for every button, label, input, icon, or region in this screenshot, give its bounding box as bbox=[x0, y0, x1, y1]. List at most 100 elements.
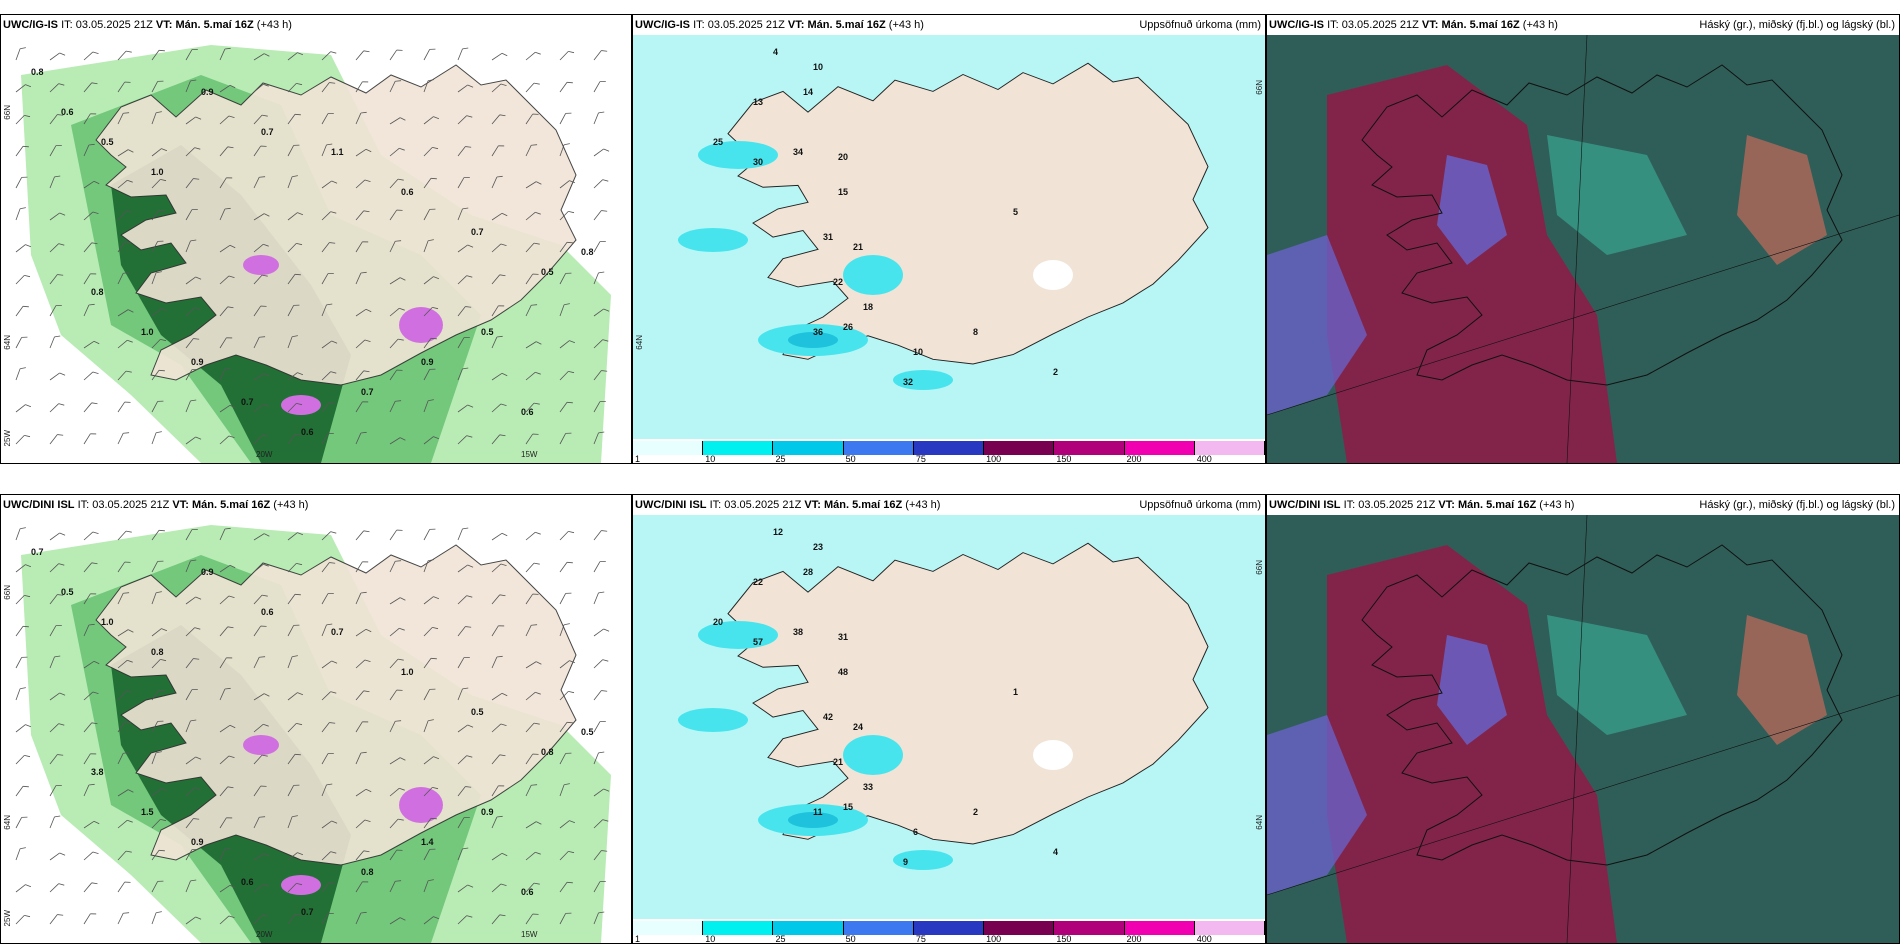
iceland-outline bbox=[1361, 544, 1843, 866]
wind-barb bbox=[525, 242, 540, 253]
wind-value-label: 0.5 bbox=[471, 707, 484, 717]
barb-shaft bbox=[185, 240, 191, 253]
wind-barb bbox=[321, 913, 334, 925]
wind-barb bbox=[117, 912, 130, 925]
wind-barb bbox=[219, 755, 235, 765]
barb-shaft bbox=[117, 401, 126, 413]
barb-flag bbox=[569, 660, 576, 664]
it-value: 03.05.2025 21Z bbox=[724, 499, 802, 511]
barb-shaft bbox=[219, 306, 229, 317]
barb-shaft bbox=[389, 81, 396, 93]
wind-barb bbox=[15, 244, 32, 253]
barb-shaft bbox=[219, 177, 227, 189]
model-label: UWC/IG-IS bbox=[635, 19, 690, 31]
barb-flag bbox=[195, 436, 202, 440]
precip-blob bbox=[698, 621, 778, 649]
barb-flag bbox=[190, 879, 197, 882]
barb-shaft bbox=[423, 400, 429, 413]
lat-label-66n: 66N bbox=[1255, 80, 1264, 95]
barb-flag bbox=[228, 435, 235, 439]
barb-flag bbox=[531, 304, 538, 306]
barb-shaft bbox=[525, 402, 535, 413]
barb-flag bbox=[466, 595, 473, 598]
wind-barb bbox=[185, 658, 200, 669]
barb-flag bbox=[500, 243, 507, 247]
wind-barb bbox=[389, 400, 402, 413]
barb-shaft bbox=[253, 914, 263, 925]
barb-flag bbox=[567, 721, 573, 724]
wind-barb bbox=[49, 594, 64, 605]
wind-barb bbox=[83, 433, 97, 445]
wind-barb bbox=[117, 881, 131, 893]
barb-shaft bbox=[423, 787, 433, 797]
barb-flag bbox=[127, 819, 133, 823]
barb-flag bbox=[91, 402, 98, 405]
precip-value-label: 9 bbox=[903, 857, 908, 867]
barb-flag bbox=[123, 912, 130, 914]
barb-flag bbox=[602, 179, 609, 182]
wind-barb bbox=[525, 433, 539, 445]
barb-flag bbox=[157, 80, 164, 82]
wind-barb bbox=[83, 180, 100, 189]
precip-value-label: 12 bbox=[773, 527, 783, 537]
barb-flag bbox=[432, 306, 439, 310]
barb-flag bbox=[431, 657, 437, 660]
barb-shaft bbox=[355, 721, 363, 733]
wind-barb bbox=[525, 113, 539, 125]
wind-barb bbox=[593, 561, 606, 573]
barb-flag bbox=[261, 594, 268, 597]
wind-barb bbox=[423, 879, 434, 893]
wind-barb bbox=[117, 592, 130, 605]
wind-barb bbox=[151, 369, 165, 381]
barb-flag bbox=[296, 562, 303, 566]
wind-barb bbox=[117, 850, 132, 861]
barb-shaft bbox=[287, 852, 298, 861]
wind-barb bbox=[83, 143, 95, 157]
barb-flag bbox=[396, 849, 403, 851]
wind-barb bbox=[287, 753, 301, 765]
barb-flag bbox=[429, 208, 436, 210]
barb-flag bbox=[159, 689, 165, 692]
precip-value-label: 1 bbox=[1013, 687, 1018, 697]
barb-flag bbox=[159, 849, 165, 852]
wind-barb bbox=[559, 272, 572, 285]
barb-shaft bbox=[151, 881, 158, 893]
barb-shaft bbox=[253, 594, 263, 605]
wind-barb bbox=[253, 785, 267, 797]
barb-flag bbox=[500, 83, 507, 87]
wind-barb bbox=[117, 339, 133, 349]
wind-barb bbox=[593, 591, 605, 605]
barb-flag bbox=[58, 883, 65, 886]
wind-barb bbox=[321, 623, 333, 637]
wind-barb bbox=[423, 756, 440, 765]
barb-flag bbox=[57, 274, 64, 276]
barb-flag bbox=[598, 911, 605, 914]
barb-flag bbox=[229, 244, 236, 249]
barb-shaft bbox=[491, 625, 499, 637]
barb-flag bbox=[598, 591, 605, 594]
precip-value-label: 26 bbox=[843, 322, 853, 332]
precip-blob bbox=[843, 255, 903, 295]
barb-shaft bbox=[559, 784, 565, 797]
wind-barb bbox=[15, 145, 29, 157]
cloud-title: Háský (gr.), miðský (fj.bl.) og lágský (… bbox=[1699, 495, 1895, 515]
colorbar-tick-label: 100 bbox=[986, 454, 1002, 464]
barb-flag bbox=[567, 881, 573, 884]
wind-barb bbox=[287, 144, 300, 157]
barb-shaft bbox=[389, 209, 398, 221]
precip-map: 12 23 22 28 20 57 38 31 48 42 24 21 33 15 11 9 6 2 4 1 66N … bbox=[633, 515, 1265, 919]
wind-barb bbox=[83, 820, 100, 829]
wind-barb bbox=[423, 848, 436, 861]
wind-barb bbox=[525, 593, 539, 605]
vt-value: Mán. 5.maí 16Z bbox=[175, 19, 254, 31]
wind-barb bbox=[185, 369, 198, 381]
barb-flag bbox=[127, 789, 134, 793]
barb-shaft bbox=[525, 145, 532, 157]
barb-shaft bbox=[525, 562, 535, 573]
barb-flag bbox=[433, 596, 440, 600]
precip-value-label: 6 bbox=[913, 827, 918, 837]
wind-barb bbox=[151, 658, 167, 669]
precip-value-label: 15 bbox=[843, 802, 853, 812]
barb-shaft bbox=[593, 690, 602, 701]
wind-barb bbox=[15, 404, 32, 413]
